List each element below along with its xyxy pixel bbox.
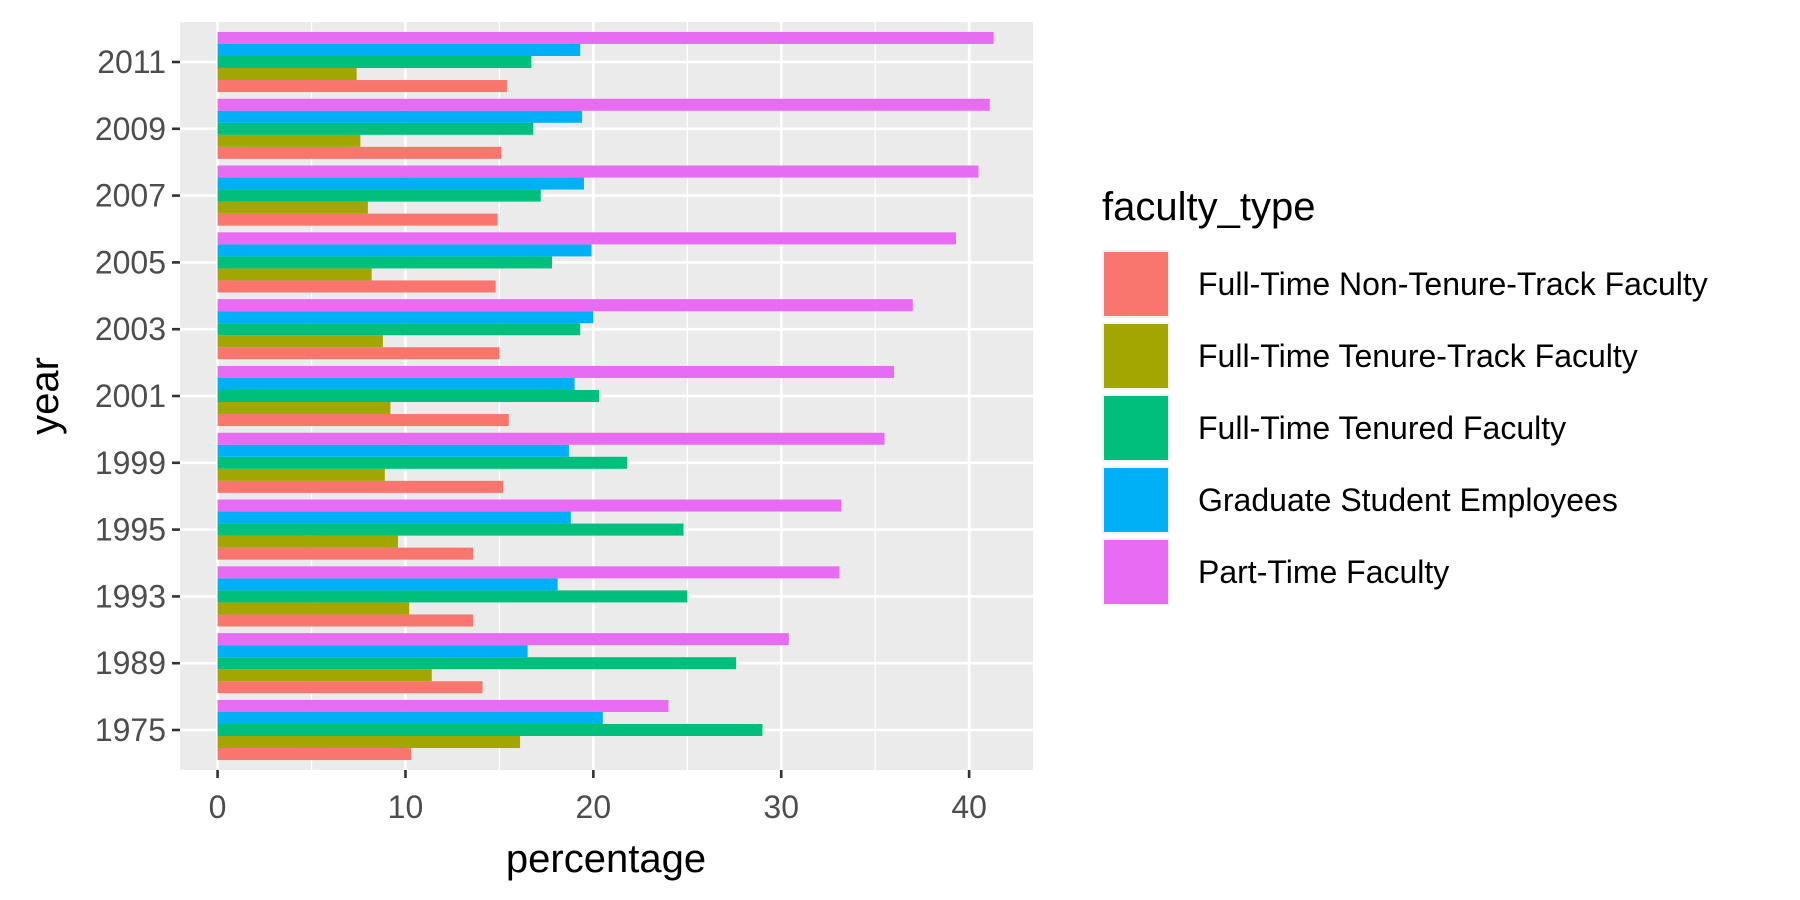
bar bbox=[217, 523, 684, 536]
y-tick-label: 1999 bbox=[95, 445, 166, 481]
bar bbox=[217, 566, 840, 579]
bar bbox=[217, 165, 979, 178]
bar bbox=[217, 602, 410, 615]
bar bbox=[217, 244, 592, 257]
bar bbox=[217, 256, 553, 269]
bar bbox=[217, 723, 763, 737]
y-tick-label: 1993 bbox=[95, 578, 166, 614]
bar bbox=[217, 43, 581, 56]
bar bbox=[217, 699, 669, 712]
bar bbox=[217, 201, 368, 214]
bar bbox=[217, 468, 385, 481]
bar bbox=[217, 402, 391, 415]
bar bbox=[217, 122, 534, 135]
x-axis-title: percentage bbox=[506, 837, 706, 881]
bar bbox=[217, 736, 521, 749]
legend-label: Full-Time Non-Tenure-Track Faculty bbox=[1198, 266, 1708, 302]
bar bbox=[217, 432, 885, 445]
bar bbox=[217, 232, 956, 245]
legend: faculty_type Full-Time Non-Tenure-Track … bbox=[1102, 185, 1708, 606]
x-tick-label: 20 bbox=[576, 789, 612, 825]
y-tick-label: 2005 bbox=[95, 244, 166, 280]
bars bbox=[217, 31, 994, 761]
x-tick-label: 30 bbox=[763, 789, 799, 825]
y-tick-label: 2007 bbox=[95, 178, 166, 214]
bar bbox=[217, 535, 398, 548]
bar bbox=[217, 614, 474, 627]
bar bbox=[217, 480, 504, 493]
bar bbox=[217, 377, 575, 390]
bar bbox=[217, 213, 498, 226]
bar bbox=[217, 645, 528, 658]
bar bbox=[217, 31, 994, 44]
bar bbox=[217, 268, 372, 281]
y-tick-label: 1975 bbox=[95, 712, 166, 748]
legend-title: faculty_type bbox=[1102, 185, 1315, 229]
legend-label: Full-Time Tenure-Track Faculty bbox=[1198, 338, 1638, 374]
bar bbox=[217, 499, 842, 512]
legend-label: Full-Time Tenured Faculty bbox=[1198, 410, 1566, 446]
x-tick-label: 10 bbox=[388, 789, 424, 825]
legend-key bbox=[1104, 468, 1168, 532]
x-tick-label: 40 bbox=[951, 789, 987, 825]
bar bbox=[217, 681, 483, 694]
bar bbox=[217, 146, 502, 159]
bar bbox=[217, 711, 603, 724]
bar bbox=[217, 299, 913, 312]
bar bbox=[217, 365, 894, 378]
bar bbox=[217, 748, 412, 761]
bar bbox=[217, 578, 558, 591]
bar bbox=[217, 389, 599, 403]
legend-key bbox=[1104, 396, 1168, 460]
legend-key bbox=[1104, 252, 1168, 316]
y-tick-label: 2003 bbox=[95, 311, 166, 347]
bar bbox=[217, 590, 688, 603]
bar bbox=[217, 323, 581, 336]
legend-key bbox=[1104, 324, 1168, 388]
y-axis-title: year bbox=[23, 357, 67, 435]
bar bbox=[217, 547, 474, 560]
bar bbox=[217, 444, 569, 457]
legend-label: Part-Time Faculty bbox=[1198, 554, 1449, 590]
bar bbox=[217, 80, 507, 93]
bar bbox=[217, 414, 509, 427]
bar bbox=[217, 633, 789, 646]
bar bbox=[217, 347, 500, 360]
bar bbox=[217, 189, 541, 202]
bar bbox=[217, 311, 594, 324]
y-tick-label: 2009 bbox=[95, 111, 166, 147]
bar bbox=[217, 657, 737, 670]
y-tick-label: 1989 bbox=[95, 645, 166, 681]
legend-key bbox=[1104, 540, 1168, 604]
bar bbox=[217, 456, 628, 469]
bar bbox=[217, 98, 990, 111]
bar bbox=[217, 335, 383, 348]
bar bbox=[217, 280, 496, 293]
bar bbox=[217, 134, 361, 147]
legend-label: Graduate Student Employees bbox=[1198, 482, 1618, 518]
x-axis: 0 10 20 30 40 bbox=[209, 770, 987, 825]
x-tick-label: 0 bbox=[209, 789, 227, 825]
y-tick-label: 1995 bbox=[95, 512, 166, 548]
y-tick-label: 2001 bbox=[95, 378, 166, 414]
bar bbox=[217, 68, 357, 81]
bar bbox=[217, 177, 584, 190]
y-axis: 1975 1989 1993 1995 1999 2001 2003 2005 2007 2009… bbox=[95, 44, 180, 748]
bar bbox=[217, 669, 432, 682]
bar bbox=[217, 110, 583, 123]
bar bbox=[217, 55, 532, 69]
y-tick-label: 2011 bbox=[97, 44, 166, 80]
bar bbox=[217, 511, 571, 524]
